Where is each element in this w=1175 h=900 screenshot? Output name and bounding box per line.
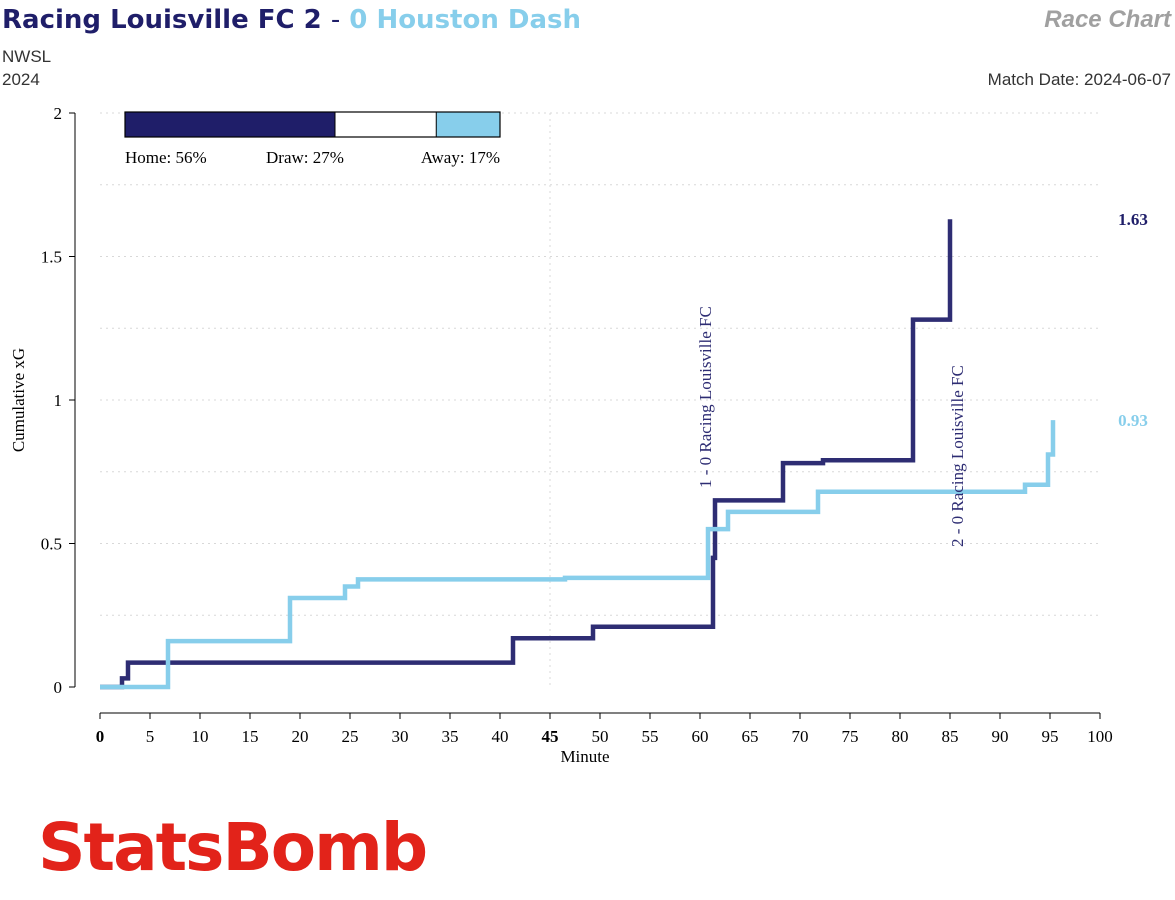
- x-tick-label: 0: [96, 727, 105, 746]
- x-tick-label: 40: [492, 727, 509, 746]
- home-xg-line: [100, 219, 953, 690]
- x-tick-label: 20: [292, 727, 309, 746]
- y-tick-label: 1.5: [41, 248, 62, 267]
- match-date: Match Date: 2024-06-07: [987, 70, 1171, 89]
- prob-draw-segment: [335, 112, 437, 137]
- competition-label: NWSL: [2, 47, 52, 66]
- x-tick-label: 25: [342, 727, 359, 746]
- score-separator: -: [330, 5, 341, 35]
- statsbomb-logo: StatsBomb: [38, 808, 428, 888]
- x-tick-label: 65: [742, 727, 759, 746]
- x-tick-label: 50: [592, 727, 609, 746]
- x-tick-label: 55: [642, 727, 659, 746]
- race-chart: 0 0.5 1 1.5 2 Cumulative xG 0 5 10 15 20 25 30 35 40 45…: [9, 104, 1148, 766]
- away-final-xg: 0.93: [1118, 411, 1148, 430]
- x-tick-label: 70: [792, 727, 809, 746]
- x-tick-label: 5: [146, 727, 155, 746]
- x-tick-label: 90: [992, 727, 1009, 746]
- x-tick-label: 45: [542, 727, 559, 746]
- x-tick-label: 35: [442, 727, 459, 746]
- final-xg-labels: 1.63 0.93: [1118, 210, 1148, 430]
- home-team-name: Racing Louisville FC: [2, 5, 295, 35]
- goal-annotations: 1 - 0 Racing Louisville FC 2 - 0 Racing L…: [696, 306, 967, 547]
- away-xg-line: [100, 420, 1056, 690]
- prob-away-segment: [436, 112, 500, 137]
- x-tick-label: 30: [392, 727, 409, 746]
- y-axis-title: Cumulative xG: [9, 348, 28, 452]
- x-tick-label: 10: [192, 727, 209, 746]
- logo-text: StatsBomb: [38, 809, 428, 886]
- prob-label: Draw: 27%: [266, 148, 344, 167]
- prob-bar-outline: [124, 111, 501, 138]
- y-tick-label: 0: [54, 678, 63, 697]
- probability-bar: Home: 56% Draw: 27% Away: 17%: [124, 111, 501, 167]
- x-tick-label: 80: [892, 727, 909, 746]
- prob-label: Home: 56%: [125, 148, 207, 167]
- series-lines: [100, 219, 1056, 690]
- y-tick-label: 1: [54, 391, 63, 410]
- prob-label: Away: 17%: [421, 148, 500, 167]
- x-tick-label: 85: [942, 727, 959, 746]
- grid-lines: [100, 112, 1100, 687]
- goal-annotation: 1 - 0 Racing Louisville FC: [696, 306, 715, 488]
- prob-home-segment: [125, 112, 335, 137]
- axes: 0 0.5 1 1.5 2 Cumulative xG 0 5 10 15 20 25 30 35 40 45…: [9, 104, 1113, 766]
- home-final-xg: 1.63: [1118, 210, 1148, 229]
- x-tick-label: 100: [1087, 727, 1113, 746]
- x-tick-label: 15: [242, 727, 259, 746]
- season-label: 2024: [2, 70, 40, 89]
- chart-type-label: Race Chart: [1044, 6, 1171, 33]
- away-team-name: Houston Dash: [376, 5, 582, 35]
- home-score: 2: [303, 5, 322, 35]
- y-tick-label: 0.5: [41, 535, 62, 554]
- y-tick-label: 2: [54, 104, 63, 123]
- x-tick-label: 60: [692, 727, 709, 746]
- away-score: 0: [349, 5, 368, 35]
- goal-annotation: 2 - 0 Racing Louisville FC: [948, 365, 967, 547]
- x-tick-label: 95: [1042, 727, 1059, 746]
- x-tick-label: 75: [842, 727, 859, 746]
- match-title: Racing Louisville FC 2 - 0 Houston Dash: [2, 2, 581, 38]
- x-axis-title: Minute: [560, 747, 609, 766]
